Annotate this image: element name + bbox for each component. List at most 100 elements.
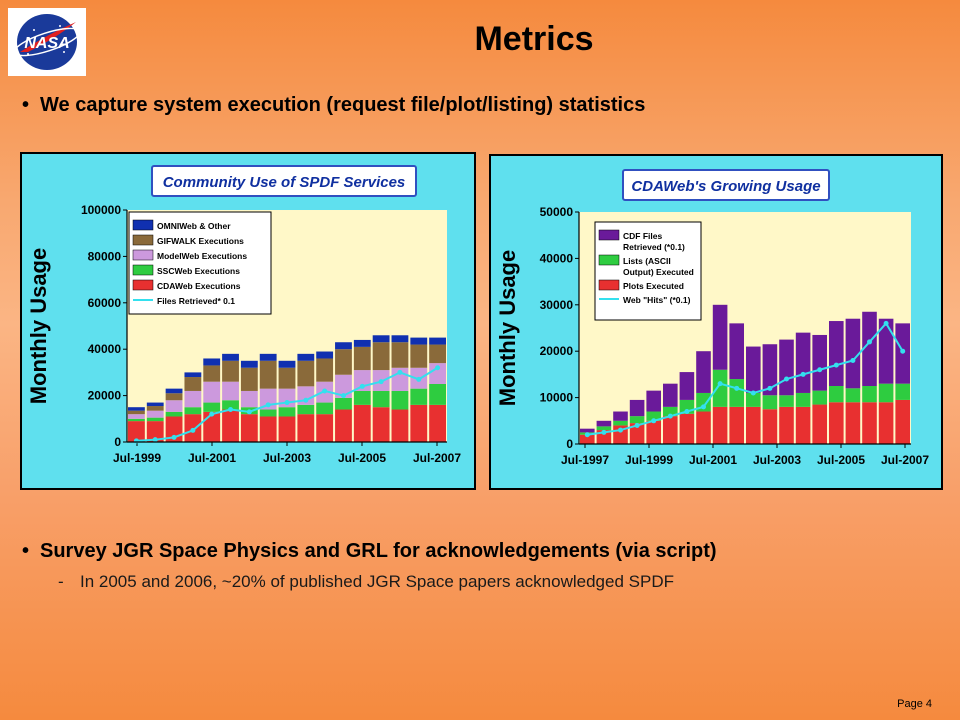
bar-segment <box>629 416 645 424</box>
x-tick-label: Jul-1997 <box>561 453 609 467</box>
bar-segment <box>410 337 428 345</box>
bar-segment <box>353 346 371 371</box>
bar-segment <box>165 393 183 401</box>
bar-segment <box>646 390 661 412</box>
bar-segment <box>762 395 778 410</box>
legend-swatch <box>132 234 154 246</box>
line-point <box>340 393 346 399</box>
bar-segment <box>746 406 761 444</box>
bar-segment <box>391 335 409 343</box>
bar-segment <box>646 420 661 444</box>
bar-segment <box>795 332 811 393</box>
bar-segment <box>297 414 315 442</box>
legend-swatch <box>598 229 620 241</box>
bar-segment <box>729 406 744 444</box>
bar-segment <box>259 360 277 389</box>
line-point <box>584 432 590 438</box>
bar-segment <box>372 407 390 442</box>
bar-segment <box>663 416 678 444</box>
legend-swatch <box>598 279 620 291</box>
bar-segment <box>128 410 145 415</box>
bar-segment <box>429 404 446 442</box>
bar-segment <box>335 342 352 350</box>
bar-segment <box>146 406 164 411</box>
bar-segment <box>372 335 390 343</box>
bar-segment <box>222 381 239 401</box>
line-point <box>684 409 690 415</box>
legend-label: CDAWeb Executions <box>157 281 241 291</box>
bar-segment <box>629 399 645 417</box>
bar-segment <box>429 337 446 345</box>
line-point <box>634 422 640 428</box>
bar-segment <box>712 369 728 407</box>
bar-segment <box>353 390 371 405</box>
bar-segment <box>335 349 352 375</box>
bar-segment <box>746 346 761 393</box>
bar-segment <box>128 418 145 422</box>
bar-segment <box>410 404 428 442</box>
bar-segment <box>203 411 221 442</box>
bullet-2: • Survey JGR Space Physics and GRL for ac… <box>22 540 717 563</box>
bar-segment <box>259 416 277 442</box>
bar-segment <box>779 406 794 444</box>
line-point <box>246 409 252 415</box>
bar-segment <box>240 360 258 368</box>
bar-segment <box>878 383 894 403</box>
x-tick-label: Jul-1999 <box>113 451 161 465</box>
bar-segment <box>259 409 277 417</box>
y-tick-label: 40000 <box>88 342 122 356</box>
legend-swatch <box>598 254 620 266</box>
y-tick-label: 0 <box>566 437 573 451</box>
bar-segment <box>895 399 910 444</box>
line-point <box>190 427 196 433</box>
bar-segment <box>862 311 877 386</box>
y-tick-label: 20000 <box>540 344 574 358</box>
bar-segment <box>222 360 239 382</box>
legend-swatch <box>132 279 154 291</box>
bar-segment <box>729 323 744 380</box>
bar-segment <box>613 420 628 426</box>
bar-segment <box>429 363 446 384</box>
bar-segment <box>335 409 352 442</box>
x-tick-label: Jul-1999 <box>625 453 673 467</box>
bar-segment <box>278 407 296 417</box>
bar-segment <box>812 390 827 405</box>
bar-segment <box>812 334 827 391</box>
x-tick-label: Jul-2007 <box>881 453 929 467</box>
bar-segment <box>862 386 877 403</box>
legend-label: Plots Executed <box>623 281 684 291</box>
bar-segment <box>646 411 661 421</box>
legend-label: Web "Hits" (*0.1) <box>623 295 691 305</box>
legend-label: SSCWeb Executions <box>157 266 240 276</box>
x-tick-label: Jul-2007 <box>413 451 461 465</box>
bar-segment <box>297 404 315 415</box>
line-point <box>378 379 384 385</box>
bar-segment <box>203 381 221 403</box>
sub-bullet: - In 2005 and 2006, ~20% of published JGR… <box>58 572 674 592</box>
cdaweb-usage-chart: CDAWeb's Growing Usage Monthly Usage 50000… <box>489 154 943 490</box>
bar-segment <box>165 411 183 417</box>
bar-segment <box>335 374 352 398</box>
bar-segment <box>353 339 371 347</box>
line-point <box>784 376 789 382</box>
line-point <box>209 411 215 417</box>
line-point <box>817 367 823 373</box>
bar-segment <box>297 360 315 387</box>
legend-swatch <box>132 249 154 261</box>
bar-segment <box>679 413 695 444</box>
bar-segment <box>391 342 409 368</box>
community-use-chart-svg: Community Use of SPDF Services Monthly Us… <box>26 165 461 465</box>
legend-label: CDF Files <box>623 231 662 241</box>
bar-segment <box>240 367 258 391</box>
line-point <box>867 339 872 345</box>
line-point <box>601 429 607 435</box>
bar-segment <box>391 390 409 410</box>
bar-segment <box>278 416 296 442</box>
bar-segment <box>596 426 612 431</box>
bar-segment <box>696 351 711 393</box>
bar-segment <box>663 383 678 407</box>
bar-segment <box>729 379 744 407</box>
bar-segment <box>429 384 446 405</box>
bar-segment <box>762 344 778 396</box>
bar-segment <box>410 344 428 368</box>
